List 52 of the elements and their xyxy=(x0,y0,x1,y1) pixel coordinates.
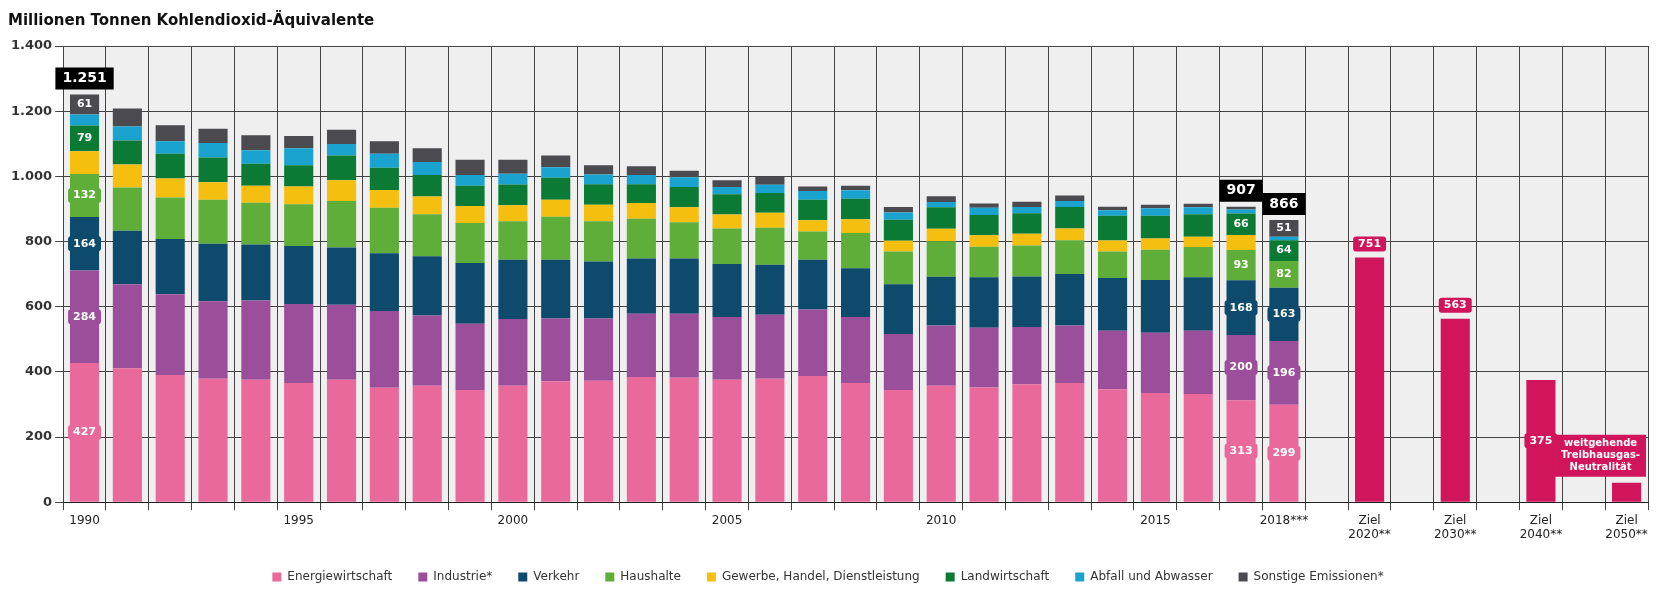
data-label: 164 xyxy=(73,236,97,250)
x-tick-label: 2015 xyxy=(1140,512,1171,527)
total-label: 866 xyxy=(1269,194,1299,211)
legend-label: Sonstige Emissionen* xyxy=(1253,569,1384,584)
x-tick-label: 2005 xyxy=(711,512,743,527)
y-tick-label: 1.200 xyxy=(11,102,53,118)
y-tick-label: 200 xyxy=(24,428,53,444)
x-tick-label: Ziel 2050** xyxy=(1605,512,1648,541)
data-label: 299 xyxy=(1272,446,1296,460)
data-label: 61 xyxy=(76,97,93,111)
annotation: weitgehende Treibhausgas-Neutralität xyxy=(1561,437,1641,473)
total-label: 907 xyxy=(1226,181,1256,198)
data-label: 313 xyxy=(1229,443,1253,457)
total-label: 1.251 xyxy=(62,69,107,86)
y-tick-label: 400 xyxy=(24,363,53,379)
data-label: 163 xyxy=(1272,307,1296,321)
x-tick-label: 1995 xyxy=(283,512,314,527)
data-label: 563 xyxy=(1443,298,1467,312)
data-label: 200 xyxy=(1229,360,1253,374)
legend-label: Haushalte xyxy=(620,569,681,584)
x-tick-label: 2010 xyxy=(925,512,957,527)
x-tick-label: 1990 xyxy=(69,512,100,527)
data-label: 66 xyxy=(1233,217,1250,231)
x-tick-label: Ziel 2040** xyxy=(1519,512,1563,541)
legend-label: Verkehr xyxy=(533,569,580,584)
data-label: 93 xyxy=(1233,258,1249,271)
legend-label: Abfall und Abwasser xyxy=(1090,569,1213,584)
y-tick-label: 0 xyxy=(43,493,53,509)
legend-label: Landwirtschaft xyxy=(960,569,1050,584)
data-label: 79 xyxy=(76,131,93,145)
data-label: 82 xyxy=(1276,267,1292,281)
y-tick-label: 600 xyxy=(24,298,53,314)
y-tick-label: 1.000 xyxy=(11,167,53,183)
legend-label: Industrie* xyxy=(433,569,493,584)
data-label: 64 xyxy=(1276,243,1292,257)
y-tick-label: 1.400 xyxy=(11,37,53,53)
legend-label: Energiewirtschaft xyxy=(287,569,393,584)
legend-label: Gewerbe, Handel, Dienstleistung xyxy=(721,569,920,584)
y-tick-label: 800 xyxy=(24,232,53,248)
data-label: 751 xyxy=(1358,236,1382,250)
data-label: 168 xyxy=(1229,300,1253,314)
data-label: 375 xyxy=(1529,433,1553,447)
data-label: 196 xyxy=(1272,365,1296,379)
data-label: 51 xyxy=(1276,221,1292,235)
chart-title: Millionen Tonnen Kohlendioxid-Äquivalente xyxy=(8,9,375,29)
x-tick-label: Ziel 2020** xyxy=(1348,512,1391,541)
x-tick-label: Ziel 2030** xyxy=(1433,512,1477,541)
data-label: 132 xyxy=(73,188,97,202)
x-tick-label: 2018*** xyxy=(1259,512,1309,527)
x-tick-label: 2000 xyxy=(497,512,529,527)
data-label: 427 xyxy=(73,425,97,439)
data-label: 284 xyxy=(73,309,97,323)
